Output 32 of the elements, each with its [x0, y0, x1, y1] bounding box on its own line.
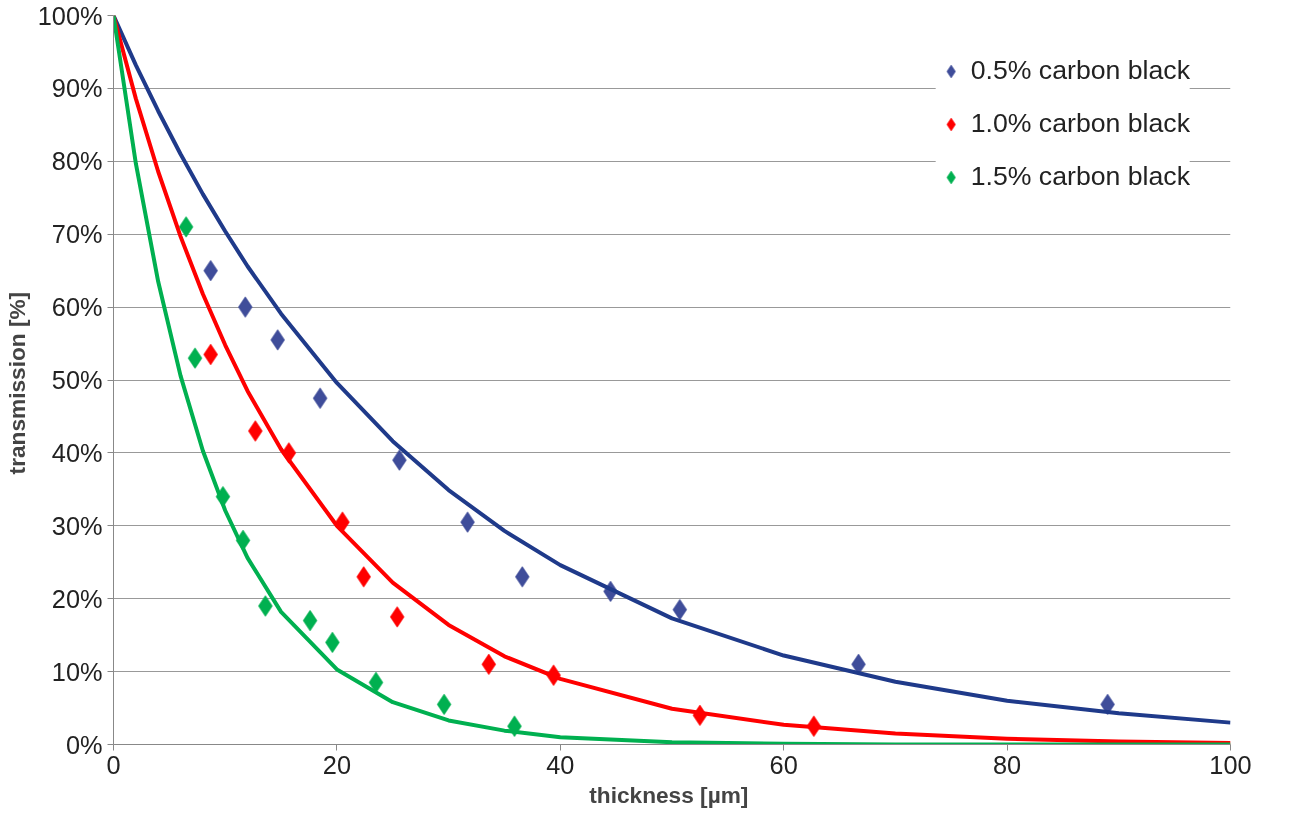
- y-tick-label: 20%: [51, 584, 103, 613]
- point: [237, 296, 253, 318]
- legend-label: 0.5% carbon black: [970, 55, 1190, 86]
- legend-label: 1.5% carbon black: [970, 161, 1190, 192]
- x-tick-label: 0: [106, 750, 121, 779]
- legend-label: 1.0% carbon black: [970, 108, 1190, 139]
- y-tick-label: 10%: [51, 657, 103, 686]
- point: [247, 420, 263, 442]
- point: [356, 566, 372, 588]
- point: [178, 216, 194, 238]
- point: [312, 387, 328, 409]
- y-tick-label: 60%: [51, 293, 103, 322]
- point: [270, 329, 286, 351]
- point: [389, 606, 405, 628]
- y-tick-label: 50%: [51, 366, 103, 394]
- y-tick-label: 80%: [51, 147, 103, 176]
- x-tick-label: 80: [993, 750, 1022, 779]
- point: [460, 511, 476, 533]
- y-tick-label: 90%: [51, 74, 103, 103]
- y-tick-label: 70%: [51, 220, 103, 249]
- x-tick-label: 60: [769, 750, 798, 779]
- y-axis-title: transmission [%]: [3, 291, 30, 475]
- x-tick-label: 20: [322, 750, 351, 779]
- y-tick-label: 0%: [65, 730, 103, 759]
- x-tick-label: 100: [1209, 750, 1252, 779]
- x-tick-label: 40: [546, 750, 575, 779]
- x-axis-title: thickness [µm]: [589, 781, 749, 808]
- y-tick-label: 40%: [51, 438, 103, 467]
- point: [514, 566, 530, 588]
- y-tick-label: 100%: [37, 1, 103, 30]
- point: [187, 347, 203, 369]
- y-tick-label: 30%: [51, 511, 103, 540]
